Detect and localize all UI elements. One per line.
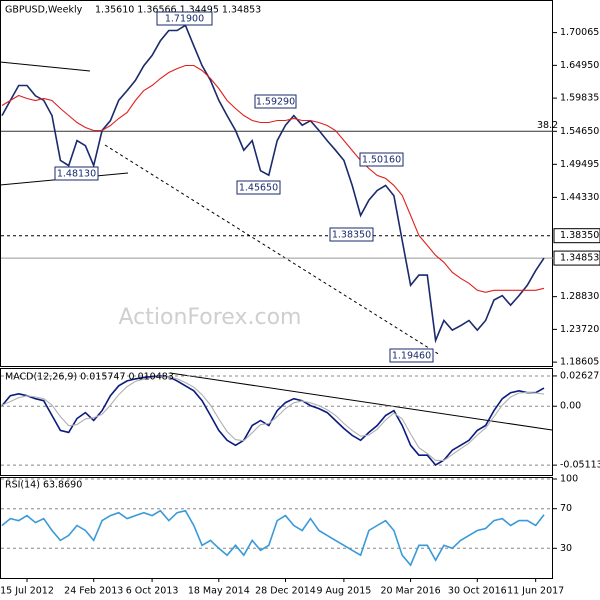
y-tick-label: 1.28830 (560, 291, 599, 302)
y-tick-label: 30 (560, 543, 572, 554)
x-tick-label: 18 May 2014 (188, 586, 250, 597)
panel-title: RSI(14) 63.8690 (5, 480, 82, 491)
trendline (0, 61, 91, 72)
y-tick-label: 0.00 (560, 401, 581, 412)
y-tick-label: 0.026276 (560, 370, 600, 381)
macd-trendline (169, 372, 553, 431)
annotation-box (389, 348, 434, 363)
x-tick-label: 24 Feb 2013 (64, 586, 123, 597)
y-tick-label: 1.18605 (560, 357, 599, 368)
rsi-panel (0, 477, 553, 579)
price-panel (0, 0, 553, 367)
y-tick-label: 1.54650 (560, 126, 599, 137)
level-box (553, 250, 600, 266)
y-tick-label: 1.59835 (560, 93, 599, 104)
annotation-box (156, 11, 213, 26)
y-tick-label: -0.051137 (560, 460, 600, 471)
x-tick-label: 9 Aug 2015 (316, 586, 371, 597)
annotation-box (359, 152, 404, 167)
y-tick-label: 1.70065 (560, 27, 599, 38)
y-tick-label: 1.49495 (560, 159, 599, 170)
x-tick-label: 28 Dec 2014 (255, 586, 316, 597)
y-tick-label: 1.64950 (560, 60, 599, 71)
macd-panel (0, 368, 553, 476)
annotation: 1.45650 (239, 183, 278, 194)
series-line (1, 64, 545, 293)
annotation: 1.59290 (256, 97, 295, 108)
x-tick-label: 20 Mar 2016 (380, 586, 440, 597)
annotation-box (236, 180, 281, 195)
series-line (1, 24, 545, 344)
level-label: 1.38350 (560, 230, 599, 241)
annotation: 1.38350 (332, 230, 371, 241)
level-box (553, 228, 600, 244)
x-tick-label: 6 Oct 2013 (126, 586, 179, 597)
annotation-box (254, 94, 297, 109)
y-tick-label: 1.44330 (560, 192, 599, 203)
x-tick-label: 30 Oct 2016 (448, 586, 507, 597)
x-tick-label: 11 Jun 2017 (507, 586, 564, 597)
annotation: 1.71900 (165, 14, 204, 25)
annotation: 1.50160 (362, 155, 401, 166)
series-line (1, 509, 545, 567)
series-line (1, 375, 545, 467)
level-label: 1.34853 (560, 253, 599, 264)
annotation-box (54, 166, 99, 181)
annotation-box (329, 227, 374, 242)
panel-title: MACD(12,26,9) 0.015747 0.010483 (5, 372, 174, 383)
level-label: 38.2 (537, 120, 558, 131)
series-line (1, 376, 545, 461)
y-tick-label: 1.23720 (560, 324, 599, 335)
y-tick-label: 70 (560, 503, 572, 514)
x-tick-label: 15 Jul 2012 (0, 586, 54, 597)
watermark: ActionForex.com (119, 305, 302, 330)
panel-title: GBPUSD,Weekly (5, 5, 83, 16)
y-tick-label: 100 (560, 473, 578, 484)
panel-subtitle: 1.35610 1.36566 1.34495 1.34853 (95, 5, 261, 16)
annotation: 1.19460 (392, 351, 431, 362)
annotation: 1.48130 (57, 169, 96, 180)
